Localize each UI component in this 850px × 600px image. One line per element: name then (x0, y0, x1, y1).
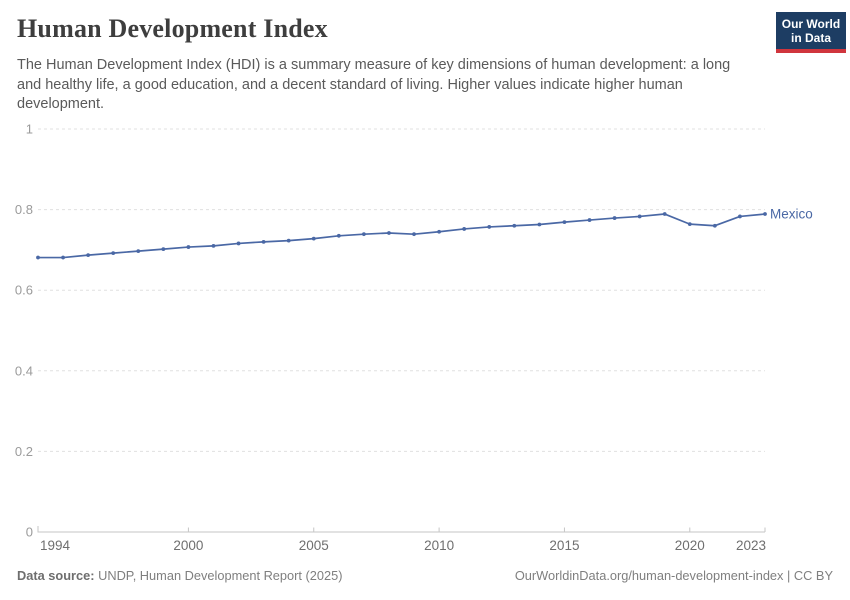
data-point (612, 216, 617, 220)
owid-logo[interactable]: Our World in Data (776, 12, 846, 53)
x-tick-label: 1994 (40, 538, 71, 553)
data-point (211, 243, 216, 248)
data-point (286, 238, 291, 243)
data-source-label: Data source: (17, 568, 95, 583)
data-point (136, 249, 141, 254)
chart-subtitle-line: and healthy life, a good education, and … (17, 76, 683, 93)
data-point (36, 255, 40, 260)
entity-label-mexico: Mexico (770, 207, 813, 222)
data-source: Data source: UNDP, Human Development Rep… (17, 568, 343, 583)
chart-title: Human Development Index (17, 14, 328, 43)
data-point (662, 212, 667, 216)
chart-subtitle: The Human Development Index (HDI) is a s… (17, 56, 762, 115)
data-point (562, 220, 567, 224)
data-point (487, 225, 492, 229)
data-point (161, 247, 166, 251)
x-tick-label: 2023 (736, 538, 766, 553)
x-tick-label: 2000 (173, 538, 203, 553)
data-point (462, 227, 467, 231)
y-tick-label: 0.4 (15, 363, 33, 378)
data-point (336, 233, 341, 238)
data-point (587, 218, 592, 222)
data-point (687, 222, 692, 227)
data-point (412, 232, 416, 237)
y-tick-label: 0.2 (15, 444, 33, 459)
x-tick-label: 2020 (675, 538, 705, 553)
owid-logo-red-bar (776, 49, 846, 53)
data-point (437, 229, 442, 234)
y-tick-label: 0.8 (15, 202, 33, 217)
y-tick-label: 1 (26, 122, 33, 137)
data-point (361, 232, 366, 237)
chart-header: Human Development Index The Human Develo… (17, 14, 762, 115)
data-point (512, 223, 517, 228)
series-line-mexico (37, 213, 766, 259)
data-point (86, 253, 91, 258)
owid-credit-link[interactable]: OurWorldinData.org/human-development-ind… (514, 568, 833, 583)
y-tick-label: 0 (26, 525, 33, 540)
data-point (537, 222, 542, 227)
data-source-text: UNDP, Human Development Report (2025) (94, 568, 343, 583)
data-point (712, 223, 717, 228)
chart-subtitle-line: The Human Development Index (HDI) is a s… (17, 57, 731, 73)
data-point (236, 241, 241, 246)
data-point (311, 236, 316, 241)
x-tick-label: 2010 (424, 538, 454, 553)
data-point (637, 214, 642, 219)
y-tick-label: 0.6 (15, 283, 33, 298)
x-tick-label: 2015 (549, 538, 579, 553)
data-point (186, 245, 191, 249)
data-point (111, 251, 116, 256)
data-point (763, 212, 767, 216)
data-point (387, 231, 391, 235)
data-point (261, 239, 266, 244)
chart-subtitle-line: development. (17, 96, 105, 112)
owid-logo-text: Our World in Data (776, 12, 846, 49)
data-point (61, 255, 65, 260)
data-point (738, 214, 742, 219)
chart-footer: Data source: UNDP, Human Development Rep… (17, 568, 833, 583)
x-tick-label: 2005 (299, 538, 329, 553)
